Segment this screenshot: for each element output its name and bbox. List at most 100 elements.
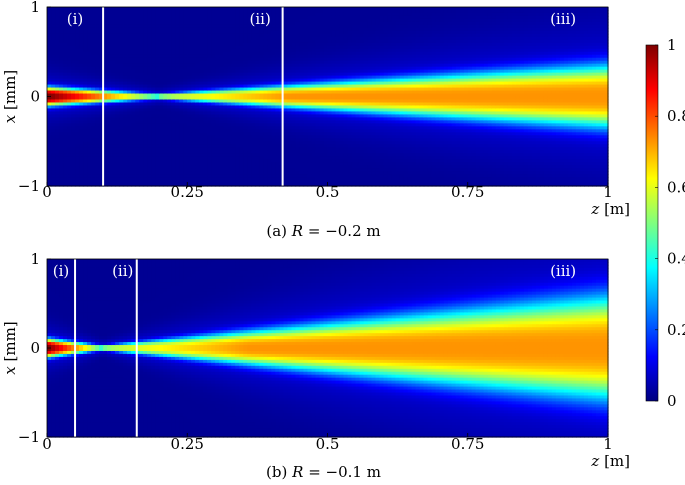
- heatmap-cell: [51, 30, 56, 35]
- heatmap-cell: [51, 159, 56, 163]
- heatmap-cell: [91, 129, 96, 133]
- heatmap-cell: [135, 135, 140, 139]
- heatmap-cell: [143, 24, 148, 29]
- heatmap-cell: [183, 78, 188, 83]
- heatmap-cell: [115, 108, 120, 113]
- heatmap-cell: [67, 123, 72, 127]
- heatmap-cell: [79, 93, 84, 98]
- heatmap-cell: [99, 45, 104, 50]
- heatmap-cell: [111, 180, 116, 184]
- heatmap-cell: [187, 36, 192, 41]
- heatmap-cell: [135, 36, 140, 41]
- heatmap-cell: [163, 93, 168, 98]
- heatmap-cell: [95, 54, 100, 59]
- heatmap-cell: [167, 33, 172, 38]
- heatmap-cell: [147, 177, 152, 181]
- heatmap-cell: [51, 12, 56, 17]
- heatmap-cell: [55, 27, 60, 32]
- heatmap-cell: [183, 81, 188, 86]
- heatmap-cell: [139, 99, 144, 104]
- heatmap-cell: [79, 81, 84, 86]
- heatmap-cell: [171, 60, 176, 65]
- heatmap-cell: [59, 123, 64, 127]
- heatmap-cell: [147, 87, 152, 92]
- heatmap-cell: [95, 81, 100, 86]
- heatmap-cell: [91, 18, 96, 23]
- heatmap-cell: [175, 105, 180, 110]
- heatmap-cell: [151, 138, 156, 142]
- heatmap-cell: [87, 129, 92, 133]
- heatmap-cell: [179, 66, 184, 71]
- heatmap-cell: [183, 39, 188, 44]
- heatmap-cell: [59, 36, 64, 41]
- heatmap-cell: [67, 150, 72, 154]
- heatmap-cell: [123, 93, 128, 98]
- heatmap-cell: [159, 42, 164, 47]
- heatmap-cell: [147, 180, 152, 184]
- heatmap-cell: [183, 150, 188, 154]
- heatmap-cell: [135, 9, 140, 14]
- heatmap-cell: [139, 57, 144, 62]
- heatmap-cell: [91, 33, 96, 38]
- heatmap-cell: [155, 12, 160, 17]
- heatmap-cell: [91, 153, 96, 157]
- heatmap-cell: [143, 42, 148, 47]
- heatmap-cell: [179, 156, 184, 160]
- heatmap-cell: [103, 171, 108, 175]
- heatmap-cell: [59, 24, 64, 29]
- heatmap-cell: [151, 114, 156, 118]
- heatmap-cell: [67, 174, 72, 178]
- heatmap-cell: [103, 72, 108, 77]
- heatmap-cell: [147, 66, 152, 71]
- heatmap-cell: [167, 174, 172, 178]
- heatmap-cell: [103, 45, 108, 50]
- heatmap-cell: [67, 66, 72, 71]
- heatmap-cell: [131, 63, 136, 68]
- heatmap-cell: [59, 162, 64, 166]
- heatmap-cell: [75, 54, 80, 59]
- heatmap-cell: [171, 165, 176, 169]
- heatmap-cell: [123, 84, 128, 89]
- heatmap-cell: [67, 105, 72, 110]
- heatmap-cell: [135, 24, 140, 29]
- heatmap-cell: [95, 108, 100, 113]
- heatmap-cell: [183, 33, 188, 38]
- heatmap-cell: [131, 105, 136, 110]
- heatmap-cell: [175, 138, 180, 142]
- heatmap-cell: [171, 15, 176, 20]
- heatmap-cell: [51, 21, 56, 26]
- heatmap-cell: [135, 108, 140, 113]
- heatmap-cell: [47, 135, 52, 139]
- heatmap-cell: [151, 117, 156, 121]
- heatmap-cell: [71, 99, 76, 104]
- heatmap-cell: [139, 147, 144, 151]
- heatmap-cell: [111, 165, 116, 169]
- heatmap-cell: [159, 63, 164, 68]
- heatmap-cell: [187, 75, 192, 80]
- heatmap-cell: [87, 99, 92, 104]
- heatmap-cell: [67, 156, 72, 160]
- heatmap-cell: [131, 117, 136, 121]
- heatmap-cell: [115, 120, 120, 124]
- heatmap-cell: [151, 93, 156, 98]
- heatmap-cell: [83, 120, 88, 124]
- heatmap-cell: [119, 159, 124, 163]
- heatmap-cell: [143, 171, 148, 175]
- heatmap-cell: [155, 99, 160, 104]
- heatmap-cell: [163, 48, 168, 53]
- heatmap-cell: [183, 180, 188, 184]
- heatmap-cell: [67, 120, 72, 124]
- heatmap-cell: [155, 75, 160, 80]
- heatmap-cell: [131, 147, 136, 151]
- heatmap-cell: [151, 45, 156, 50]
- heatmap-cell: [155, 183, 160, 187]
- heatmap-cell: [95, 129, 100, 133]
- heatmap-cell: [91, 96, 96, 101]
- heatmap-cell: [47, 93, 52, 98]
- heatmap-cell: [107, 129, 112, 133]
- heatmap-cell: [159, 135, 164, 139]
- heatmap-cell: [119, 7, 124, 11]
- heatmap-cell: [151, 90, 156, 95]
- heatmap-cell: [119, 48, 124, 53]
- heatmap-cell: [119, 93, 124, 98]
